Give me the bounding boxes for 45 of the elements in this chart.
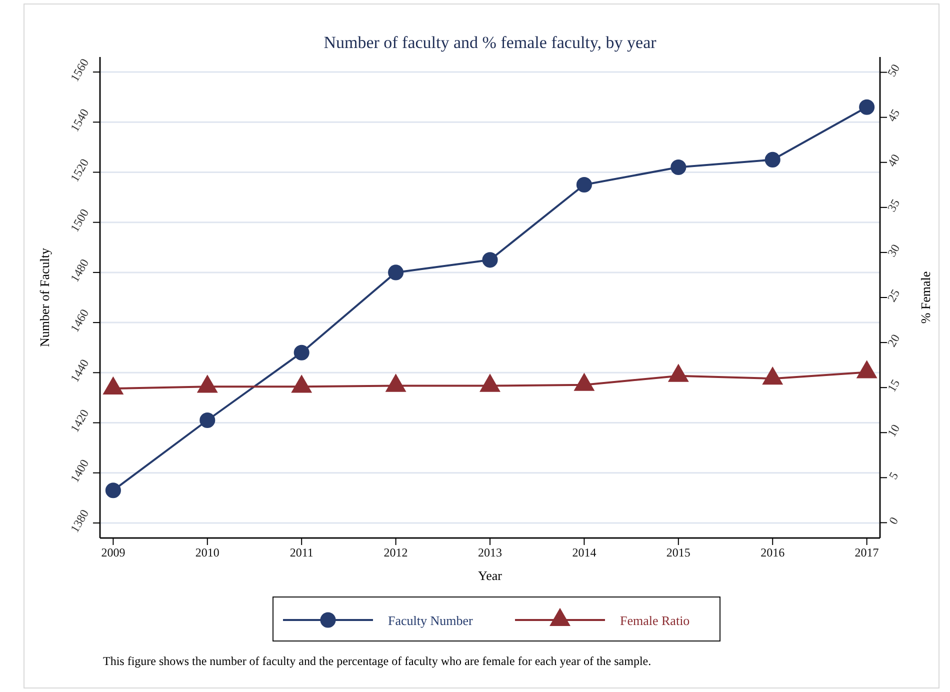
x-tick-label: 2011 — [290, 546, 314, 560]
y2-tick-label: 20 — [884, 332, 903, 350]
point — [480, 374, 500, 392]
y-axis-title: Number of Faculty — [37, 248, 52, 347]
y2-tick-label: 40 — [884, 152, 903, 170]
point — [764, 152, 780, 168]
point — [576, 177, 592, 193]
point — [668, 364, 689, 382]
point — [856, 360, 878, 378]
point — [196, 374, 218, 393]
x-tick-label: 2010 — [195, 546, 220, 560]
y2-tick-label: 0 — [886, 514, 902, 527]
x-axis-title: Year — [478, 568, 503, 583]
x-tick-label: 2015 — [666, 546, 690, 560]
point — [670, 159, 686, 175]
x-tick-label: 2012 — [384, 546, 408, 560]
point — [385, 374, 406, 392]
y2-tick-label: 15 — [884, 376, 903, 394]
y2-axis-title: % Female — [918, 271, 933, 324]
text: Faculty Number — [388, 613, 474, 628]
point — [762, 366, 784, 385]
y2-tick-label: 30 — [884, 242, 903, 260]
x-tick-label: 2016 — [760, 546, 785, 560]
x-tick-label: 2014 — [572, 546, 596, 560]
y2-tick-label: 5 — [886, 470, 902, 482]
point — [291, 374, 312, 393]
x-tick-label: 2013 — [478, 546, 502, 560]
point — [574, 372, 595, 391]
point — [200, 412, 216, 428]
text: Female Ratio — [620, 613, 690, 628]
y2-tick-label: 35 — [884, 196, 903, 214]
point — [294, 344, 310, 360]
x-tick-label: 2009 — [101, 546, 126, 560]
y2-tick-label: 10 — [884, 422, 903, 440]
y2-tick-label: 50 — [884, 62, 903, 80]
point — [388, 264, 404, 280]
chart-title: Number of faculty and % female faculty, by year — [324, 33, 657, 52]
x-tick-label: 2017 — [854, 546, 879, 560]
point — [102, 376, 124, 395]
y2-tick-label: 45 — [884, 106, 903, 124]
point — [859, 99, 875, 115]
point — [105, 482, 121, 498]
point — [482, 252, 498, 268]
text: This figure shows the number of faculty and the percentage of faculty who are female for each year of the sample. — [103, 654, 652, 668]
y2-tick-label: 25 — [884, 286, 903, 304]
